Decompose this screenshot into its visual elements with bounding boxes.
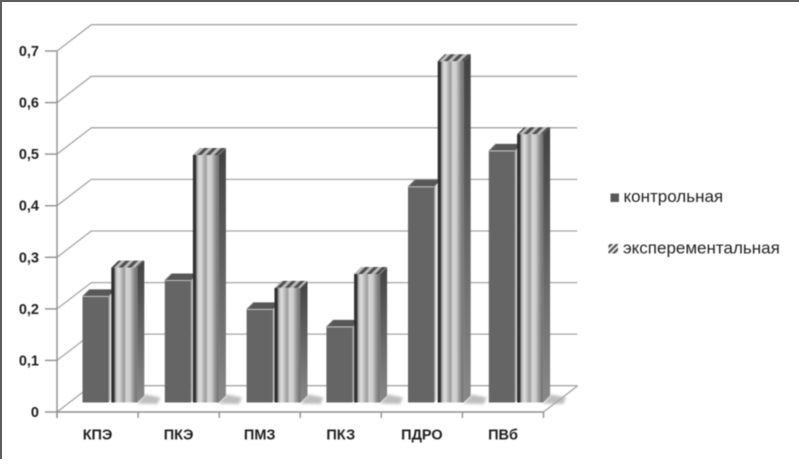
svg-text:эксперементальная: эксперементальная <box>623 239 780 258</box>
svg-text:ПКЗ: ПКЗ <box>326 428 355 444</box>
svg-text:0,6: 0,6 <box>19 96 39 112</box>
svg-text:0,4: 0,4 <box>19 199 39 215</box>
svg-text:ПДРО: ПДРО <box>401 428 443 444</box>
svg-text:ПМЗ: ПМЗ <box>244 428 276 444</box>
svg-text:0,2: 0,2 <box>19 302 39 318</box>
svg-text:0,5: 0,5 <box>19 147 39 163</box>
svg-text:0,3: 0,3 <box>19 250 39 266</box>
svg-text:0,1: 0,1 <box>19 353 39 369</box>
svg-text:КПЭ: КПЭ <box>83 428 113 444</box>
svg-text:контрольная: контрольная <box>624 187 724 206</box>
svg-text:ПВб: ПВб <box>488 428 518 444</box>
svg-text:ПКЭ: ПКЭ <box>164 428 194 444</box>
svg-text:0,7: 0,7 <box>19 44 39 60</box>
svg-text:0: 0 <box>31 405 39 421</box>
